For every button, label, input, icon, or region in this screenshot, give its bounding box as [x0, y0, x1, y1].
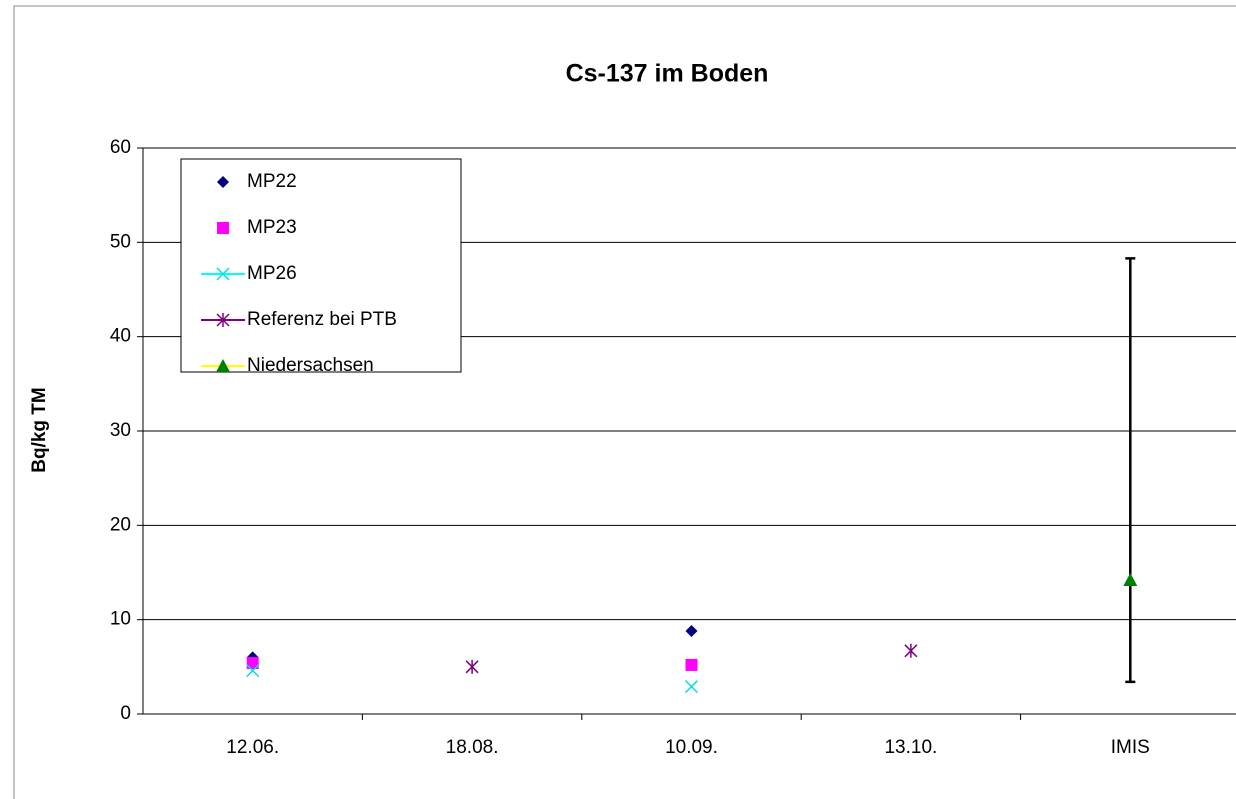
legend-marker [216, 313, 230, 327]
legend-label: MP26 [247, 263, 297, 284]
x-tick-label: 12.06. [226, 737, 279, 758]
y-tick-label: 40 [110, 326, 131, 347]
legend-label: Niedersachsen [247, 355, 374, 376]
chart-border [13, 5, 1236, 799]
legend-marker [216, 359, 230, 372]
legend-label: MP22 [247, 171, 297, 192]
data-point [685, 624, 698, 637]
data-point [246, 664, 260, 678]
y-tick-label: 60 [110, 137, 131, 158]
x-tick-label: 18.08. [446, 737, 499, 758]
legend-label: Referenz bei PTB [247, 309, 397, 330]
x-tick-label: 10.09. [665, 737, 718, 758]
data-point [246, 657, 259, 670]
y-tick-label: 30 [110, 420, 131, 441]
data-point [685, 658, 698, 671]
data-point [904, 643, 918, 658]
legend-label: MP23 [247, 217, 297, 238]
data-point [465, 659, 479, 674]
chart-title: Cs-137 im Boden [566, 60, 769, 88]
legend-box [180, 158, 462, 373]
x-tick-label: IMIS [1111, 737, 1150, 758]
error-bar [1125, 257, 1136, 684]
y-tick-label: 0 [120, 703, 131, 724]
y-tick-label: 20 [110, 514, 131, 535]
legend-marker [217, 176, 229, 188]
data-point [1123, 573, 1138, 587]
legend-marker [216, 267, 230, 281]
legend-marker [217, 222, 229, 234]
y-tick-label: 10 [110, 609, 131, 630]
y-tick-label: 50 [110, 231, 131, 252]
x-tick-label: 13.10. [884, 737, 937, 758]
y-axis-label: Bq/kg TM [29, 387, 50, 473]
data-point [684, 680, 699, 694]
